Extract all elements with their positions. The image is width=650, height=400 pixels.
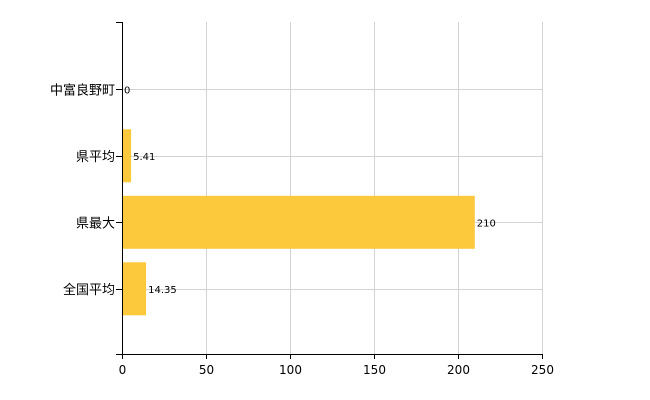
bar — [122, 195, 475, 249]
category-label: 全国平均 — [63, 282, 115, 298]
data-label: 14.35 — [148, 285, 177, 296]
x-tick-label: 0 — [119, 363, 127, 377]
x-tick-label: 150 — [363, 363, 386, 377]
bars — [122, 129, 475, 316]
x-tick-label: 50 — [199, 363, 214, 377]
category-label: 県最大 — [76, 216, 115, 231]
data-label: 5.41 — [133, 152, 155, 163]
grid — [122, 22, 543, 354]
category-label: 中富良野町 — [50, 82, 115, 98]
axes — [116, 22, 543, 359]
x-tick-label: 200 — [447, 363, 470, 377]
category-label: 県平均 — [76, 150, 115, 165]
x-tick-label: 250 — [531, 363, 554, 377]
data-label: 210 — [477, 218, 496, 229]
bar — [122, 129, 132, 183]
labels: 0 50 100 150 200 250 0 中富良野町 5.41 県平均 210 県最大 14.35 全… — [50, 82, 554, 377]
bar — [122, 262, 147, 316]
data-label: 0 — [124, 85, 130, 96]
x-tick-label: 100 — [279, 363, 302, 377]
